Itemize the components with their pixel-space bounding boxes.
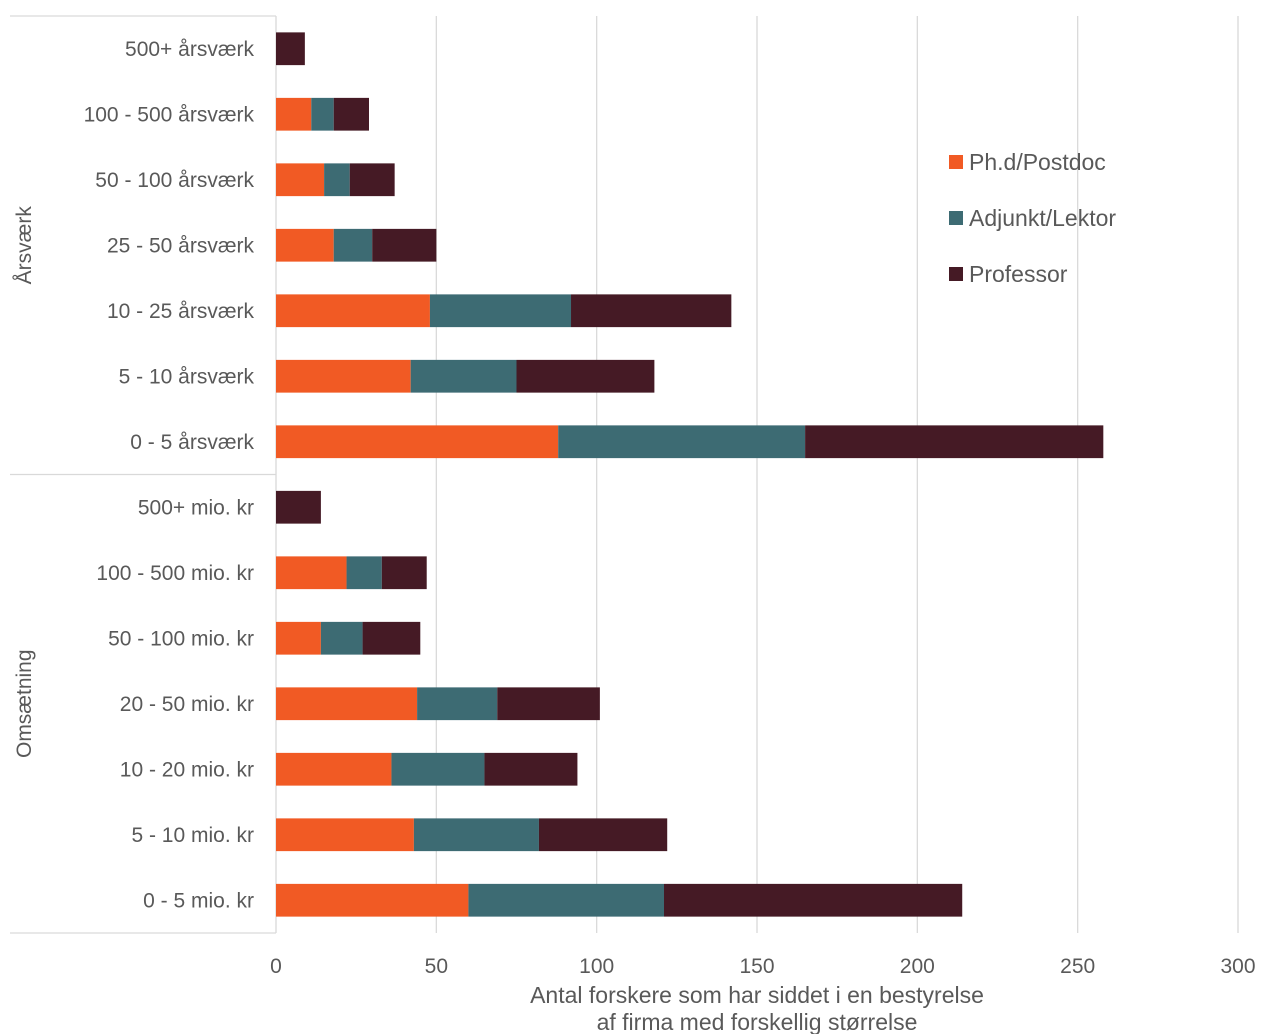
bar-3-12 [484, 752, 578, 786]
bar-3-8 [276, 490, 321, 524]
bar-3-9 [381, 556, 427, 590]
bar-2-13 [413, 818, 539, 852]
category-separators [10, 15, 276, 934]
x-tick-label: 150 [739, 955, 774, 978]
category-label: 50 - 100 mio. kr [108, 627, 254, 650]
bar-1-7 [276, 425, 559, 459]
category-label: 50 - 100 årsværk [95, 169, 254, 192]
category-label: 5 - 10 årsværk [119, 365, 255, 388]
bar-2-11 [417, 687, 498, 721]
category-label: 0 - 5 mio. kr [143, 889, 254, 912]
legend-label: Ph.d/Postdoc [969, 149, 1106, 175]
bar-2-3 [324, 163, 350, 197]
category-label: 5 - 10 mio. kr [131, 824, 254, 847]
legend-label: Professor [969, 261, 1068, 287]
legend-swatch [949, 155, 963, 169]
bar-3-3 [349, 163, 395, 197]
group-label: Omsætning [13, 649, 36, 758]
x-tick-label: 200 [900, 955, 935, 978]
bar-1-2 [276, 97, 312, 131]
bar-2-10 [320, 621, 363, 655]
bar-3-5 [571, 294, 732, 328]
group-labels: Årsværk Omsætning [13, 206, 36, 758]
x-tick-label: 300 [1220, 955, 1255, 978]
category-label: 20 - 50 mio. kr [120, 693, 254, 716]
x-tick-label: 50 [425, 955, 448, 978]
bar-1-6 [276, 359, 411, 393]
bar-1-10 [276, 621, 321, 655]
bar-1-14 [276, 883, 469, 917]
bar-1-4 [276, 228, 334, 262]
bar-2-9 [346, 556, 382, 590]
bar-1-5 [276, 294, 430, 328]
bar-3-7 [805, 425, 1104, 459]
x-axis-title-line: Antal forskere som har siddet i en besty… [530, 982, 984, 1008]
category-labels: 500+ årsværk 100 - 500 årsværk 50 - 100 år… [84, 38, 255, 913]
x-tick-labels: 0 50 100 150 200 250 300 [270, 955, 1255, 978]
category-label: 100 - 500 mio. kr [96, 562, 254, 585]
category-label: 10 - 25 årsværk [107, 300, 255, 323]
bar-3-6 [516, 359, 655, 393]
bar-1-3 [276, 163, 325, 197]
x-tick-label: 100 [579, 955, 614, 978]
bar-2-4 [333, 228, 373, 262]
x-axis-title: Antal forskere som har siddet i en besty… [530, 982, 984, 1034]
legend-swatch [949, 211, 963, 225]
bar-1-12 [276, 752, 392, 786]
category-label: 100 - 500 årsværk [84, 103, 255, 126]
bars [276, 32, 1104, 917]
bar-3-4 [372, 228, 437, 262]
bar-3-1 [276, 32, 305, 66]
bar-1-11 [276, 687, 418, 721]
x-tick-label: 250 [1060, 955, 1095, 978]
x-tick-label: 0 [270, 955, 282, 978]
bar-1-9 [276, 556, 347, 590]
category-label: 0 - 5 årsværk [130, 431, 254, 454]
bar-3-14 [664, 883, 963, 917]
bar-2-14 [468, 883, 665, 917]
legend-swatch [949, 267, 963, 281]
legend: Ph.d/Postdoc Adjunkt/Lektor Professor [949, 149, 1116, 287]
bar-3-11 [497, 687, 600, 721]
x-axis-title-line: af firma med forskellig størrelse [597, 1009, 918, 1034]
bar-2-6 [410, 359, 517, 393]
bar-3-10 [362, 621, 421, 655]
category-label: 500+ årsværk [125, 38, 254, 61]
bar-2-7 [558, 425, 806, 459]
bar-3-2 [333, 97, 369, 131]
bar-2-2 [311, 97, 334, 131]
category-label: 25 - 50 årsværk [107, 234, 255, 257]
category-label: 10 - 20 mio. kr [120, 758, 254, 781]
bar-1-13 [276, 818, 414, 852]
legend-label: Adjunkt/Lektor [969, 205, 1116, 231]
bar-2-12 [391, 752, 485, 786]
bar-2-5 [429, 294, 572, 328]
group-label: Årsværk [13, 206, 36, 285]
category-label: 500+ mio. kr [138, 496, 254, 519]
bar-3-13 [538, 818, 668, 852]
